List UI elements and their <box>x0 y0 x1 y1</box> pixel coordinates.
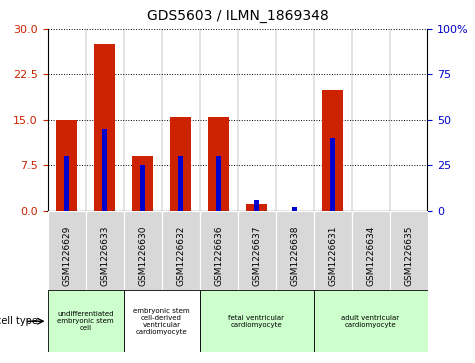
Text: GSM1226633: GSM1226633 <box>100 226 109 286</box>
Bar <box>56 120 77 211</box>
Bar <box>132 156 153 211</box>
Bar <box>390 211 428 290</box>
Bar <box>200 211 238 290</box>
Bar <box>238 211 276 290</box>
Bar <box>102 129 107 211</box>
Text: GSM1226635: GSM1226635 <box>404 226 413 286</box>
Bar <box>86 211 124 290</box>
Text: GSM1226632: GSM1226632 <box>176 226 185 286</box>
Bar <box>48 211 86 290</box>
Bar <box>48 290 124 352</box>
Bar <box>140 165 145 211</box>
Bar <box>352 211 390 290</box>
Text: GSM1226630: GSM1226630 <box>138 226 147 286</box>
Bar <box>64 156 69 211</box>
Text: adult ventricular
cardiomyocyte: adult ventricular cardiomyocyte <box>342 315 399 328</box>
Text: undifferentiated
embryonic stem
cell: undifferentiated embryonic stem cell <box>57 311 114 331</box>
Bar <box>276 211 314 290</box>
Bar <box>124 290 200 352</box>
Text: fetal ventricular
cardiomyocyte: fetal ventricular cardiomyocyte <box>228 315 285 328</box>
Text: embryonic stem
cell-derived
ventricular
cardiomyocyte: embryonic stem cell-derived ventricular … <box>133 308 190 335</box>
Bar <box>124 211 162 290</box>
Bar <box>178 156 183 211</box>
Bar <box>322 90 343 211</box>
Bar <box>314 211 352 290</box>
Text: GSM1226638: GSM1226638 <box>290 226 299 286</box>
Bar <box>162 211 199 290</box>
Bar <box>200 290 314 352</box>
Text: cell type: cell type <box>0 316 38 326</box>
Bar <box>254 200 259 211</box>
Bar <box>330 138 335 211</box>
Bar <box>314 290 428 352</box>
Bar <box>216 156 221 211</box>
Text: GDS5603 / ILMN_1869348: GDS5603 / ILMN_1869348 <box>147 9 328 23</box>
Text: GSM1226629: GSM1226629 <box>62 226 71 286</box>
Bar <box>246 204 267 211</box>
Bar <box>170 117 191 211</box>
Text: GSM1226636: GSM1226636 <box>214 226 223 286</box>
Text: GSM1226634: GSM1226634 <box>366 226 375 286</box>
Bar <box>94 44 115 211</box>
Text: GSM1226637: GSM1226637 <box>252 226 261 286</box>
Text: GSM1226631: GSM1226631 <box>328 226 337 286</box>
Bar <box>292 207 297 211</box>
Bar <box>208 117 229 211</box>
